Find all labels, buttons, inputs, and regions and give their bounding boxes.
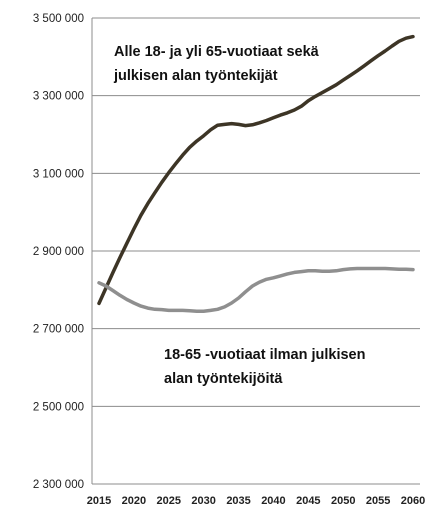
y-tick-label: 2 500 000 [33,401,84,413]
annotation-lower-line-1: 18-65 -vuotiaat ilman julkisen [164,347,365,363]
gridlines [92,17,420,407]
x-tick-label: 2030 [191,495,215,507]
series-line-lower [97,266,415,313]
y-tick-label: 3 500 000 [33,13,84,25]
annotation-upper-line-1: Alle 18- ja yli 65-vuotiaat sekä [114,44,320,60]
y-tick-label: 2 700 000 [33,324,84,336]
x-tick-label: 2045 [296,495,320,507]
x-tick-label: 2025 [157,495,181,507]
series-line-upper [97,34,415,306]
x-tick-label: 2035 [226,495,250,507]
x-tick-label: 2020 [122,495,146,507]
x-tick-label: 2055 [366,495,390,507]
x-axis-tick-labels: 2015 2020 2025 2030 2035 2040 2045 2050 2055 2060 [87,495,425,507]
annotation-lower-line-2: alan työntekijöitä [164,371,283,387]
x-tick-label: 2060 [401,495,425,507]
y-tick-label: 2 900 000 [33,246,84,258]
y-tick-label: 2 300 000 [33,479,84,491]
y-tick-label: 3 100 000 [33,168,84,180]
x-tick-label: 2050 [331,495,355,507]
x-tick-label: 2040 [261,495,285,507]
y-axis-tick-labels: 2 300 000 2 500 000 2 700 000 2 900 000 3 10… [33,13,84,491]
x-tick-label: 2015 [87,495,111,507]
y-tick-label: 3 300 000 [33,91,84,103]
annotation-upper-line-2: julkisen alan työntekijät [113,68,278,84]
series-lines [97,34,415,313]
